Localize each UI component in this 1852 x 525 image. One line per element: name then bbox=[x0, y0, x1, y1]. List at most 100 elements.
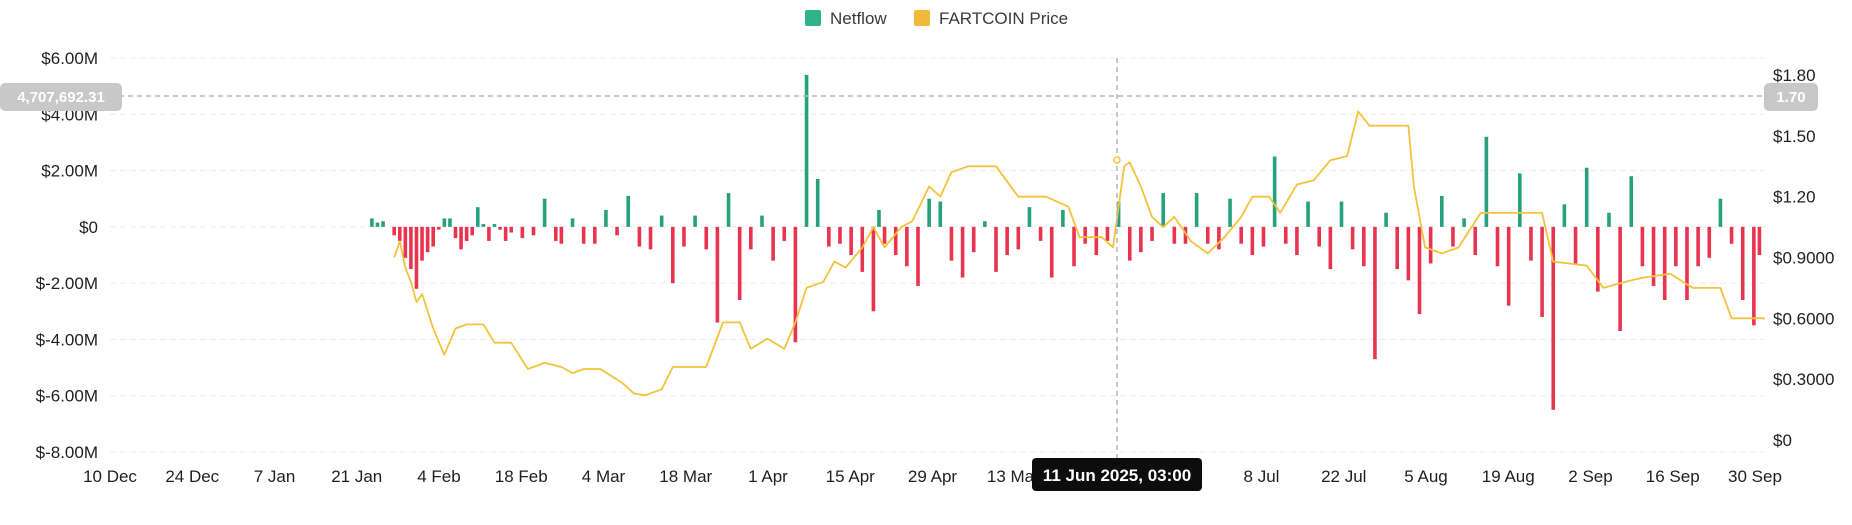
netflow-bar bbox=[793, 226, 798, 343]
x-tick-label: 4 Feb bbox=[417, 467, 460, 486]
netflow-bar bbox=[1540, 226, 1544, 317]
netflow-bar bbox=[1607, 212, 1611, 227]
netflow-bar bbox=[470, 226, 475, 236]
right-tick-label: $1.20 bbox=[1773, 188, 1816, 207]
gridlines bbox=[110, 57, 1765, 453]
netflow-bar bbox=[1674, 226, 1678, 267]
netflow-bar bbox=[971, 226, 976, 253]
netflow-bar bbox=[1518, 173, 1522, 227]
crosshair-left-value: 4,707,692.31 bbox=[17, 89, 105, 106]
netflow-bar bbox=[1752, 226, 1756, 326]
netflow-bar bbox=[431, 226, 435, 247]
netflow-bar bbox=[1261, 226, 1266, 247]
netflow-bar bbox=[1462, 218, 1466, 227]
netflow-bar bbox=[1116, 201, 1121, 227]
legend-label-netflow[interactable]: Netflow bbox=[830, 9, 887, 28]
netflow-bar bbox=[893, 226, 898, 255]
left-tick-label: $0 bbox=[79, 218, 98, 237]
netflow-bar bbox=[492, 224, 497, 227]
netflow-bar bbox=[949, 226, 954, 261]
x-tick-label: 1 Apr bbox=[748, 467, 788, 486]
netflow-bar bbox=[827, 226, 831, 247]
netflow-bar bbox=[1328, 226, 1333, 270]
netflow-bar bbox=[1707, 226, 1712, 258]
netflow-bar bbox=[1317, 226, 1322, 247]
netflow-bar bbox=[1150, 226, 1154, 241]
price-line-group bbox=[393, 110, 1765, 397]
netflow-bar bbox=[1757, 226, 1762, 255]
netflow-bar bbox=[381, 221, 385, 227]
x-tick-label: 18 Mar bbox=[659, 467, 712, 486]
netflow-bar bbox=[553, 226, 558, 241]
x-tick-label: 24 Dec bbox=[165, 467, 219, 486]
x-tick-label: 18 Feb bbox=[495, 467, 548, 486]
legend-label-price[interactable]: FARTCOIN Price bbox=[939, 9, 1068, 28]
netflow-bar bbox=[1651, 226, 1656, 286]
x-tick-label: 19 Aug bbox=[1482, 467, 1535, 486]
x-tick-label: 7 Jan bbox=[254, 467, 296, 486]
netflow-bar bbox=[448, 218, 452, 227]
netflow-bar bbox=[425, 226, 430, 253]
netflow-bar bbox=[593, 226, 597, 244]
netflow-bar bbox=[1027, 207, 1032, 227]
netflow-bar bbox=[570, 218, 575, 227]
netflow-bar bbox=[648, 226, 653, 250]
netflow-bar bbox=[626, 195, 631, 227]
netflow-bar bbox=[487, 226, 491, 241]
netflow-bar bbox=[542, 198, 547, 227]
netflow-bar bbox=[414, 226, 419, 289]
netflow-bar bbox=[771, 226, 775, 261]
netflow-bar bbox=[520, 226, 525, 239]
netflow-bar bbox=[682, 226, 686, 247]
netflow-bar bbox=[960, 226, 965, 278]
netflow-bar bbox=[1172, 226, 1177, 244]
netflow-bar bbox=[1629, 176, 1634, 227]
netflow-bar bbox=[1384, 212, 1388, 227]
right-tick-label: $0.9000 bbox=[1773, 249, 1834, 268]
netflow-bar bbox=[1428, 226, 1433, 264]
netflow-bar bbox=[693, 215, 697, 227]
netflow-bar bbox=[1005, 226, 1009, 255]
netflow-bar bbox=[1038, 226, 1043, 241]
netflow-bar bbox=[994, 226, 998, 272]
netflow-bar bbox=[726, 193, 731, 227]
netflow-bar bbox=[1083, 226, 1087, 244]
left-tick-label: $-8.00M bbox=[36, 443, 98, 462]
crosshair-price-marker bbox=[1113, 156, 1121, 164]
netflow-bar bbox=[1529, 226, 1533, 261]
netflow-bar bbox=[1473, 226, 1478, 255]
right-tick-label: $1.80 bbox=[1773, 66, 1816, 85]
x-tick-label: 13 May bbox=[987, 467, 1043, 486]
netflow-bar bbox=[871, 226, 876, 312]
netflow-bar bbox=[1662, 226, 1667, 301]
netflow-bar bbox=[1072, 226, 1076, 267]
x-tick-label: 2 Sep bbox=[1568, 467, 1612, 486]
netflow-bar bbox=[715, 226, 720, 323]
netflow-bar bbox=[1551, 226, 1556, 410]
netflow-bar bbox=[409, 226, 413, 270]
netflow-bar bbox=[749, 226, 753, 250]
right-tick-label: $1.50 bbox=[1773, 127, 1816, 146]
netflow-bar bbox=[615, 226, 619, 236]
crosshair-left-badge bbox=[0, 83, 122, 111]
legend: Netflow FARTCOIN Price bbox=[805, 9, 1068, 28]
crosshair-right-badge bbox=[1764, 83, 1818, 111]
netflow-bar bbox=[475, 207, 480, 227]
netflow-bar bbox=[1685, 226, 1689, 301]
netflow-bar bbox=[1250, 226, 1255, 255]
netflow-bar bbox=[877, 209, 881, 227]
netflow-bar bbox=[671, 226, 675, 284]
netflow-bar bbox=[1729, 226, 1734, 244]
netflow-bar bbox=[1718, 198, 1723, 227]
netflow-bar bbox=[1228, 198, 1232, 227]
netflow-bar bbox=[927, 198, 931, 227]
netflow-bar bbox=[464, 226, 469, 241]
crosshair-date-label: 11 Jun 2025, 03:00 bbox=[1043, 466, 1191, 485]
netflow-bar bbox=[659, 215, 664, 227]
netflow-bar bbox=[849, 226, 853, 255]
netflow-bar bbox=[1094, 226, 1099, 255]
netflow-bar bbox=[420, 226, 424, 261]
netflow-bar bbox=[375, 222, 380, 227]
netflow-bar bbox=[760, 215, 764, 227]
